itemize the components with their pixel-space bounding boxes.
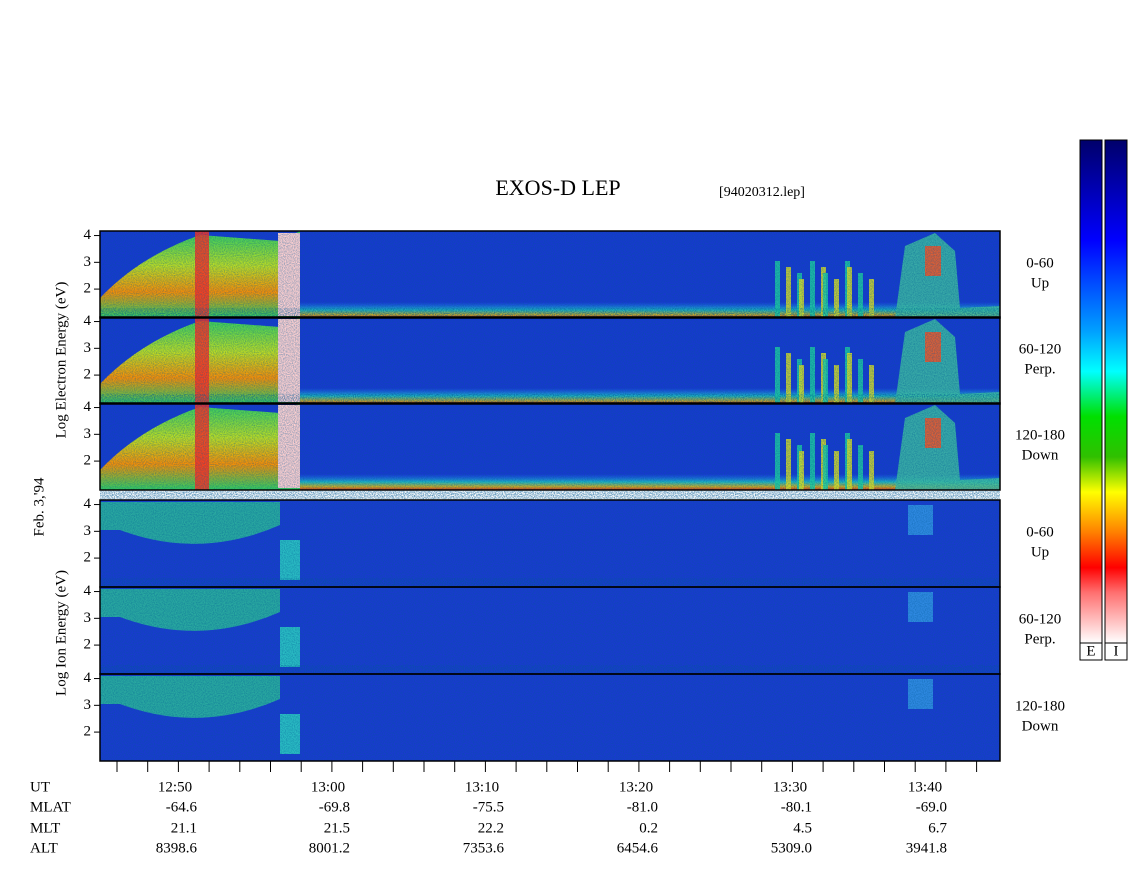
title: EXOS-D LEP — [495, 175, 620, 200]
y-tick-label: 3 — [84, 340, 92, 356]
spectrograms — [100, 231, 1000, 761]
time-label: 13:20 — [619, 779, 653, 795]
ephemeris-row-label: MLAT — [30, 799, 71, 815]
panel-frame — [99, 230, 1001, 319]
ephemeris-value: 8001.2 — [309, 840, 350, 856]
channel-range: 60-120 — [1019, 341, 1062, 357]
y-tick-label: 2 — [84, 724, 92, 740]
colorbars: E I — [1079, 139, 1128, 661]
time-label: 13:10 — [465, 779, 499, 795]
y-tick-label: 3 — [84, 697, 92, 713]
spectrogram-noise — [100, 403, 1000, 490]
ephemeris-row-label: ALT — [30, 840, 58, 856]
channel-range: 120-180 — [1015, 698, 1065, 714]
panel-frame — [99, 402, 1001, 491]
y-axis-label: Log Ion Energy (eV) — [53, 570, 69, 696]
colorbar-box — [1079, 642, 1103, 661]
ephemeris-value: 7353.6 — [463, 840, 505, 856]
ephemeris-row-label: UT — [30, 779, 50, 795]
colorbar — [1104, 139, 1128, 644]
spectrogram-noise — [100, 674, 1000, 761]
ephemeris-value: 0.2 — [639, 820, 658, 836]
y-tick-label: 4 — [84, 227, 92, 243]
axes: 2 3 4 0-60 Up 2 3 4 60-120 Perp. 2 3 4 120-180 Down 2 3 4… — [30, 227, 1065, 856]
y-tick-label: 4 — [84, 399, 92, 415]
y-tick-label: 2 — [84, 637, 92, 653]
ephemeris-value: 8398.6 — [156, 840, 198, 856]
time-label: 13:00 — [311, 779, 345, 795]
colorbar-box — [1104, 642, 1128, 661]
ephemeris-value: -81.0 — [627, 799, 658, 815]
colorbar-label: E — [1086, 643, 1095, 659]
ephemeris-value: -64.6 — [166, 799, 198, 815]
channel-range: 0-60 — [1026, 255, 1054, 271]
panel-frame — [99, 673, 1001, 762]
y-tick-label: 4 — [84, 496, 92, 512]
ephemeris-value: -80.1 — [781, 799, 812, 815]
ephemeris-value: -69.8 — [319, 799, 350, 815]
time-label: 12:50 — [158, 779, 192, 795]
y-tick-label: 2 — [84, 453, 92, 469]
y-tick-label: 3 — [84, 610, 92, 626]
y-tick-label: 4 — [84, 583, 92, 599]
channel-direction: Down — [1022, 718, 1059, 734]
ephemeris-value: 21.1 — [171, 820, 197, 836]
y-tick-label: 4 — [84, 670, 92, 686]
ephemeris-value: 5309.0 — [771, 840, 812, 856]
channel-range: 0-60 — [1026, 524, 1054, 540]
spectrogram-noise — [100, 587, 1000, 674]
ephemeris-row-label: MLT — [30, 820, 60, 836]
ephemeris-value: 22.2 — [478, 820, 504, 836]
channel-range: 60-120 — [1019, 611, 1062, 627]
channel-range: 120-180 — [1015, 427, 1065, 443]
y-tick-label: 3 — [84, 426, 92, 442]
channel-direction: Perp. — [1024, 631, 1055, 647]
spectrogram-noise — [100, 500, 1000, 587]
ephemeris-value: 4.5 — [793, 820, 812, 836]
colorbar — [1079, 139, 1103, 644]
date-label: Feb. 3,'94 — [31, 477, 47, 536]
ephemeris-value: 21.5 — [324, 820, 350, 836]
channel-direction: Up — [1031, 275, 1049, 291]
channel-direction: Perp. — [1024, 361, 1055, 377]
y-tick-label: 2 — [84, 367, 92, 383]
channel-direction: Up — [1031, 544, 1049, 560]
y-axis-label: Log Electron Energy (eV) — [53, 282, 69, 439]
spectrogram-noise — [100, 317, 1000, 404]
ephemeris-value: 6454.6 — [617, 840, 659, 856]
ephemeris-value: -69.0 — [916, 799, 947, 815]
y-tick-label: 4 — [84, 313, 92, 329]
channel-direction: Down — [1022, 447, 1059, 463]
time-label: 13:40 — [908, 779, 942, 795]
time-label: 13:30 — [773, 779, 807, 795]
y-tick-label: 2 — [84, 550, 92, 566]
panel-frame — [99, 316, 1001, 405]
y-tick-label: 3 — [84, 523, 92, 539]
ephemeris-value: -75.5 — [473, 799, 504, 815]
file-name: [94020312.lep] — [719, 185, 805, 200]
ephemeris-value: 3941.8 — [906, 840, 947, 856]
y-tick-label: 2 — [84, 281, 92, 297]
y-tick-label: 3 — [84, 254, 92, 270]
spectrogram-noise — [100, 231, 1000, 318]
colorbar-label: I — [1114, 643, 1119, 659]
ephemeris-value: 6.7 — [928, 820, 947, 836]
